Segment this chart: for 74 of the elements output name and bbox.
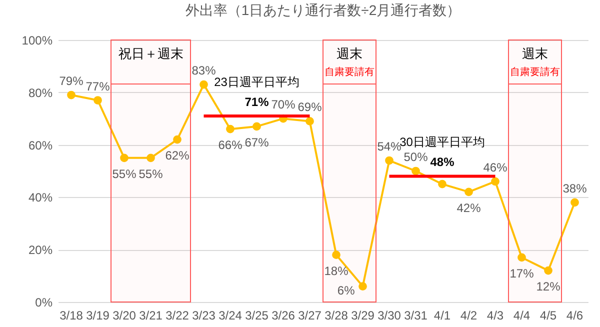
x-tick-label: 4/1 <box>434 308 451 322</box>
data-label: 54% <box>377 140 402 154</box>
y-tick-label: 20% <box>28 243 53 258</box>
y-tick-label: 0% <box>35 296 53 310</box>
data-label: 42% <box>456 200 482 215</box>
y-tick-label: 80% <box>28 86 53 100</box>
y-tick-label: 100% <box>22 34 53 48</box>
point <box>146 154 155 162</box>
x-tick-label: 3/21 <box>139 308 163 322</box>
x-tick-label: 3/19 <box>86 308 110 322</box>
band-label: 週末 <box>336 46 362 61</box>
annotation: 30日週平日平均 <box>400 135 485 150</box>
data-label: 79% <box>59 74 84 88</box>
point <box>464 188 473 196</box>
y-tick-label: 40% <box>28 190 53 205</box>
x-tick-label: 4/5 <box>540 308 557 322</box>
x-tick-label: 3/20 <box>112 308 136 322</box>
data-label: 67% <box>244 135 270 150</box>
x-tick-label: 4/2 <box>460 308 478 322</box>
data-label: 50% <box>404 150 428 164</box>
x-tick-label: 3/27 <box>298 308 322 322</box>
point <box>412 166 420 176</box>
y-tick-label: 60% <box>28 138 53 152</box>
data-label: 38% <box>562 181 588 196</box>
data-label: 55% <box>112 166 137 181</box>
point <box>438 180 446 188</box>
x-tick-label: 3/31 <box>404 308 428 322</box>
annotation: 48% <box>430 155 455 170</box>
annotation: 71% <box>244 94 270 109</box>
point <box>252 122 261 131</box>
band-label: 週末 <box>522 46 548 61</box>
point <box>358 282 367 290</box>
x-tick-label: 3/25 <box>245 308 269 322</box>
annotation: 23日週平日平均 <box>214 74 300 89</box>
point <box>306 117 314 126</box>
x-tick-label: 4/3 <box>486 308 504 322</box>
data-label: 66% <box>218 138 243 152</box>
data-label: 46% <box>483 160 508 174</box>
point <box>385 156 394 165</box>
data-label: 77% <box>86 79 110 94</box>
data-label: 18% <box>324 264 349 278</box>
data-label: 69% <box>298 100 322 114</box>
data-label: 70% <box>271 98 296 112</box>
x-tick-label: 4/4 <box>513 308 530 322</box>
point <box>491 177 500 186</box>
x-tick-label: 3/23 <box>192 308 216 322</box>
data-label: 6% <box>337 283 356 298</box>
point <box>332 250 340 260</box>
data-label: 55% <box>138 166 164 181</box>
data-label: 83% <box>192 64 216 78</box>
point <box>544 266 552 275</box>
point <box>518 253 526 262</box>
band-label: 祝日＋週末 <box>118 46 184 61</box>
x-tick-label: 3/22 <box>166 308 190 322</box>
point <box>570 198 579 207</box>
point <box>200 80 208 89</box>
data-label: 17% <box>510 266 534 280</box>
point <box>226 124 234 134</box>
annotation: 自粛要請有 <box>324 66 374 78</box>
x-tick-label: 3/28 <box>324 308 348 322</box>
chart-title: 外出率（1日あたり通行者数÷2月通行者数） <box>185 2 461 18</box>
x-tick-label: 3/29 <box>351 308 375 322</box>
point <box>94 96 102 104</box>
point <box>173 135 182 144</box>
data-label: 12% <box>536 280 561 294</box>
x-tick-label: 3/18 <box>60 308 84 322</box>
point <box>120 154 128 162</box>
x-tick-label: 3/30 <box>378 308 402 322</box>
x-tick-label: 4/6 <box>566 308 584 322</box>
x-tick-label: 3/26 <box>272 308 296 322</box>
data-label: 62% <box>165 148 190 163</box>
point <box>67 90 76 100</box>
x-tick-label: 3/24 <box>218 308 242 322</box>
annotation: 自粛要請有 <box>510 66 560 78</box>
